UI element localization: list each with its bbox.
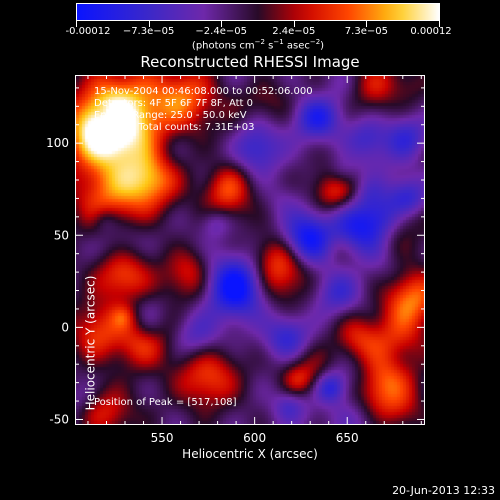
annotation-energy-range: Energy Range: 25.0 - 50.0 keV <box>94 110 247 121</box>
chart-title: Reconstructed RHESSI Image <box>140 53 360 71</box>
timestamp: 20-Jun-2013 12:33 <box>392 484 495 497</box>
y-axis-label: Heliocentric Y (arcsec) <box>83 275 98 411</box>
annotation-time-range: 15-Nov-2004 00:46:08.000 to 00:52:06.000 <box>94 86 313 97</box>
colorbar-tick <box>221 21 223 27</box>
x-tick-label: 600 <box>243 431 266 445</box>
colorbar-unit: (photons cm−2 s−1 asec−2) <box>191 38 325 52</box>
colorbar-tick <box>76 21 77 27</box>
y-tick-label: -50 <box>49 412 69 426</box>
annotation-total-counts: Clean Total counts: 7.31E+03 <box>94 122 255 133</box>
y-tick-label: 100 <box>46 136 69 150</box>
y-tick-label: 50 <box>54 228 69 242</box>
colorbar-tick-label: 0.00012 <box>410 26 452 37</box>
colorbar-tick <box>148 21 150 27</box>
colorbar <box>76 3 440 21</box>
colorbar-tick-label: -0.00012 <box>65 26 111 37</box>
annotation-detectors: Detectors: 4F 5F 6F 7F 8F, Att 0 <box>94 98 254 109</box>
x-tick-label: 650 <box>336 431 359 445</box>
x-axis-label: Heliocentric X (arcsec) <box>182 447 318 461</box>
colorbar-tick <box>293 21 295 27</box>
heatmap-image <box>76 76 424 424</box>
colorbar-tick <box>439 21 440 27</box>
colorbar-tick-label: −2.4e−05 <box>195 26 247 37</box>
annotation-peak-position: Position of Peak = [517,108] <box>94 397 237 408</box>
colorbar-tick-label: −7.3e−05 <box>122 26 175 37</box>
y-tick-label: 0 <box>61 320 69 334</box>
x-tick-label: 550 <box>151 431 174 445</box>
colorbar-tick-label: 2.4e−05 <box>272 26 316 37</box>
colorbar-ticks <box>76 21 440 27</box>
colorbar-tick <box>366 21 368 27</box>
plot-area: 15-Nov-2004 00:46:08.000 to 00:52:06.000… <box>75 75 425 425</box>
colorbar-tick-label: 7.3e−05 <box>344 26 388 37</box>
